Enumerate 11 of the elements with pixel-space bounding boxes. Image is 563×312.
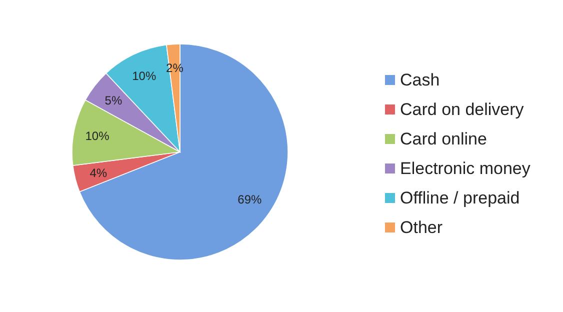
legend-label: Offline / prepaid	[400, 188, 520, 208]
legend-label: Other	[400, 218, 443, 237]
data-label: 5%	[104, 93, 122, 108]
data-label: 4%	[90, 166, 108, 180]
data-label: 10%	[132, 68, 156, 83]
legend-label: Card on delivery	[400, 100, 524, 119]
legend-label: Electronic money	[400, 159, 531, 178]
legend-label: Cash	[400, 70, 440, 90]
legend-label: Card online	[400, 130, 487, 148]
data-label: 10%	[85, 129, 110, 144]
data-label: 69%	[238, 192, 262, 206]
